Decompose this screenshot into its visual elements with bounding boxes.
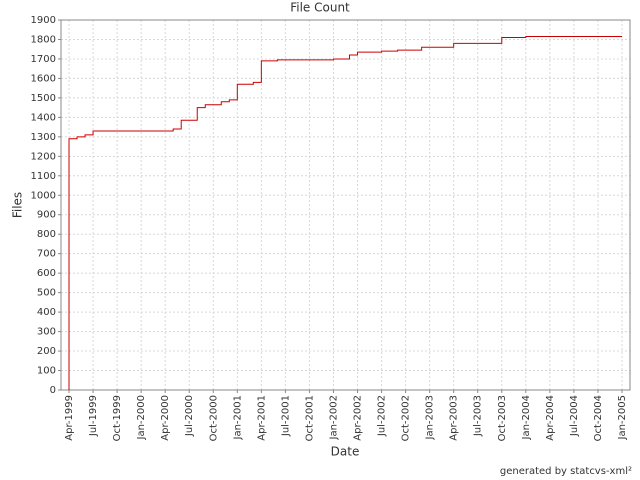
y-tick-label: 500 — [37, 288, 56, 299]
x-tick-label: Jan-2000 — [136, 395, 147, 440]
x-tick-label: Apr-2004 — [545, 395, 556, 441]
x-tick-label: Oct-2003 — [497, 395, 508, 441]
plot-border — [60, 19, 631, 391]
y-tick-label: 1800 — [31, 34, 56, 45]
y-tick-label: 1300 — [31, 132, 56, 143]
y-tick-label: 1500 — [31, 93, 56, 104]
x-tick-label: Jan-2005 — [617, 395, 628, 440]
line — [68, 36, 622, 390]
x-tick-label: Jan-2001 — [232, 395, 243, 440]
y-tick-label: 900 — [37, 210, 56, 221]
y-tick-label: 200 — [37, 346, 56, 357]
y-tick-label: 1000 — [31, 190, 56, 201]
y-tick-label: 1400 — [31, 112, 56, 123]
y-tick-label: 1700 — [31, 54, 56, 65]
y-tick-label: 700 — [37, 249, 56, 260]
x-tick-label: Apr-2000 — [160, 395, 171, 441]
footer: generated by statcvs-xml² — [500, 466, 632, 477]
x-tick-label: Apr-2003 — [449, 395, 460, 441]
x-tick-label: Oct-2004 — [593, 395, 604, 441]
x-tick-label: Jan-2002 — [328, 395, 339, 440]
x-tick-label: Oct-1999 — [112, 395, 123, 441]
x-tick-label: Jul-2000 — [184, 395, 195, 437]
y-tick-label: 1600 — [31, 73, 56, 84]
x-tick-label: Jul-2004 — [569, 395, 580, 437]
x-tick-label: Oct-2000 — [208, 395, 219, 441]
y-tick-label: 800 — [37, 229, 56, 240]
x-tick-label: Jan-2004 — [521, 395, 532, 440]
x-tick-label: Oct-2001 — [304, 395, 315, 441]
x-tick-label: Jul-1999 — [88, 395, 99, 437]
x-tick-label: Jul-2002 — [377, 395, 388, 437]
x-tick-label: Oct-2002 — [401, 395, 412, 441]
y-tick-label: 1100 — [31, 171, 56, 182]
y-tick-label: 100 — [37, 366, 56, 377]
y-tick-label: 1900 — [31, 15, 56, 26]
y-axis-label: Files — [11, 192, 25, 218]
y-tick-label: 0 — [50, 385, 56, 396]
y-tick-label: 1200 — [31, 151, 56, 162]
x-tick-label: Jul-2001 — [280, 395, 291, 437]
x-tick-label: Apr-2002 — [353, 395, 364, 441]
x-tick-label: Jul-2003 — [473, 395, 484, 437]
x-tick-label: Apr-1999 — [64, 395, 75, 441]
x-tick-label: Jan-2003 — [425, 395, 436, 440]
x-axis-label: Date — [331, 445, 360, 459]
y-tick-label: 600 — [37, 268, 56, 279]
chart-title: File Count — [290, 1, 350, 15]
y-tick-label: 400 — [37, 307, 56, 318]
x-tick-label: Apr-2001 — [256, 395, 267, 441]
y-tick-label: 300 — [37, 327, 56, 338]
